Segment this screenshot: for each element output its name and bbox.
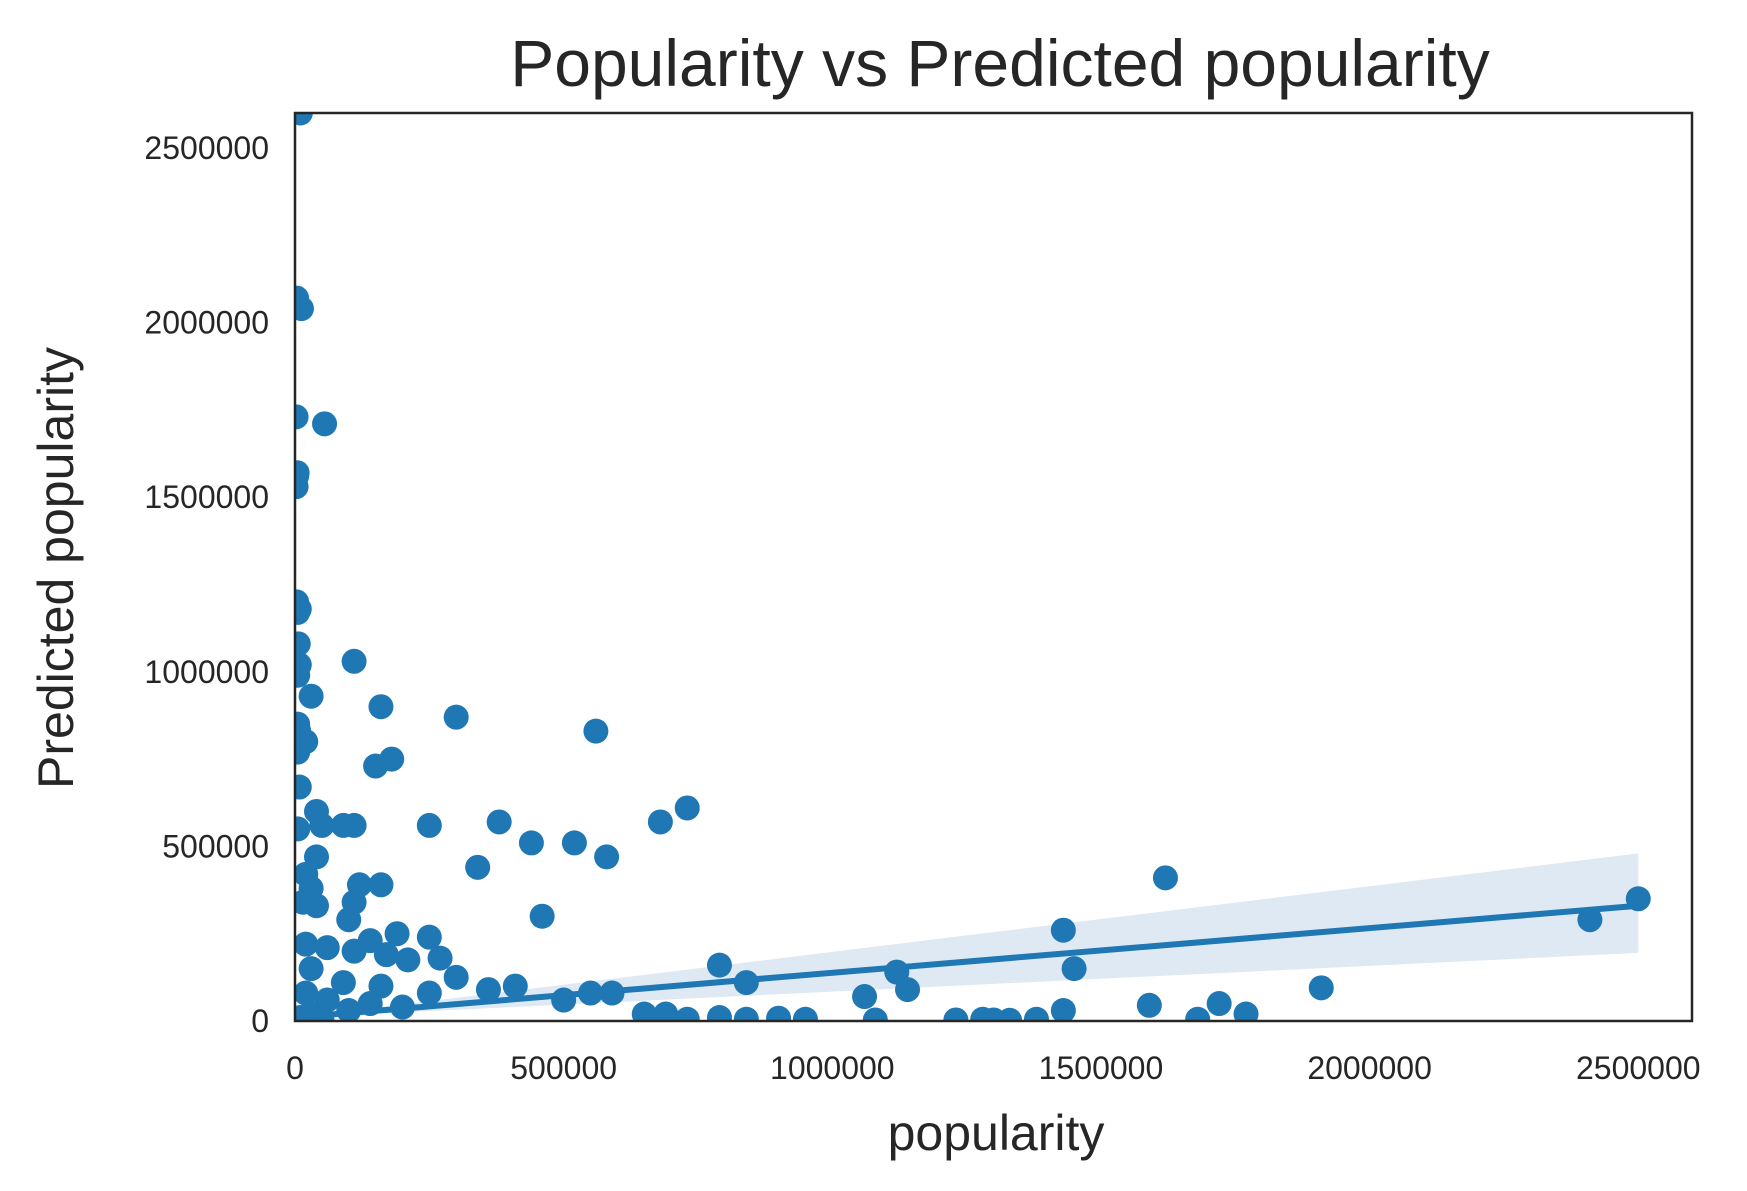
data-point xyxy=(416,812,442,838)
regression-line xyxy=(295,902,1642,1021)
data-point xyxy=(427,945,453,971)
data-point xyxy=(295,113,313,126)
data-point xyxy=(295,599,311,625)
data-point xyxy=(1023,1006,1049,1021)
data-point xyxy=(341,812,367,838)
data-point xyxy=(295,931,319,957)
chart-title: Popularity vs Predicted popularity xyxy=(510,26,1490,100)
data-point xyxy=(792,1006,818,1021)
data-point xyxy=(475,977,501,1003)
plot-area xyxy=(293,111,1694,1023)
data-point xyxy=(551,987,577,1013)
data-point xyxy=(733,1006,759,1021)
data-point xyxy=(298,956,324,982)
y-tick-label: 1500000 xyxy=(144,479,269,515)
data-point xyxy=(465,854,491,880)
data-point xyxy=(529,903,555,929)
data-point xyxy=(384,921,410,947)
confidence-band xyxy=(295,853,1639,1018)
data-point xyxy=(309,812,335,838)
x-tick-label: 500000 xyxy=(510,1050,617,1086)
data-point xyxy=(1152,865,1178,891)
plot-inner xyxy=(295,113,1651,1021)
x-tick-label: 1500000 xyxy=(1039,1050,1164,1086)
data-point xyxy=(295,980,319,1006)
data-point xyxy=(298,683,324,709)
data-point xyxy=(395,947,421,973)
data-point xyxy=(312,411,338,437)
data-point xyxy=(295,631,311,657)
data-point xyxy=(997,1007,1023,1021)
data-point xyxy=(309,1006,335,1021)
x-tick-label: 2500000 xyxy=(1576,1050,1701,1086)
x-axis-ticks: 0 500000 1000000 1500000 2000000 2500000 xyxy=(286,1050,1700,1086)
data-point xyxy=(341,938,367,964)
data-point xyxy=(653,1001,679,1021)
y-axis-label: Predicted popularity xyxy=(28,347,84,789)
data-point xyxy=(674,1006,700,1021)
data-point xyxy=(443,964,469,990)
data-point xyxy=(416,924,442,950)
data-point xyxy=(1233,1001,1259,1021)
data-point xyxy=(368,694,394,720)
data-point xyxy=(486,809,512,835)
data-point xyxy=(341,648,367,674)
data-point xyxy=(1050,998,1076,1021)
data-point xyxy=(1136,992,1162,1018)
data-point xyxy=(594,844,620,870)
data-point xyxy=(295,739,311,765)
data-point xyxy=(363,753,389,779)
data-point xyxy=(373,942,399,968)
data-point xyxy=(561,830,587,856)
y-tick-label: 2500000 xyxy=(144,130,269,166)
data-point xyxy=(852,984,878,1010)
data-point xyxy=(895,977,921,1003)
data-point xyxy=(631,1001,657,1021)
data-point xyxy=(1185,1006,1211,1021)
data-point xyxy=(1308,975,1334,1001)
data-point xyxy=(502,973,528,999)
data-point xyxy=(314,935,340,961)
data-point xyxy=(416,980,442,1006)
data-point xyxy=(583,718,609,744)
data-point xyxy=(295,404,309,430)
data-point xyxy=(443,704,469,730)
data-point xyxy=(706,1005,732,1021)
data-point xyxy=(1050,917,1076,943)
x-tick-label: 2000000 xyxy=(1307,1050,1432,1086)
data-point xyxy=(943,1007,969,1021)
y-axis-ticks: 0 500000 1000000 1500000 2000000 2500000 xyxy=(144,130,269,1039)
data-point xyxy=(766,1005,792,1021)
x-tick-label: 0 xyxy=(286,1050,304,1086)
x-tick-label: 1000000 xyxy=(770,1050,895,1086)
data-point xyxy=(295,774,312,800)
data-point xyxy=(862,1007,888,1021)
y-tick-label: 1000000 xyxy=(144,654,269,690)
data-point xyxy=(330,970,356,996)
data-point xyxy=(1061,956,1087,982)
data-point xyxy=(706,952,732,978)
data-point xyxy=(647,809,673,835)
data-point xyxy=(314,987,340,1013)
data-point xyxy=(1206,991,1232,1017)
x-axis-label: popularity xyxy=(888,1105,1105,1161)
data-point xyxy=(295,474,309,500)
data-point xyxy=(336,907,362,933)
y-tick-label: 0 xyxy=(251,1003,269,1039)
data-point xyxy=(368,872,394,898)
y-tick-label: 2000000 xyxy=(144,305,269,341)
data-point xyxy=(674,795,700,821)
data-point xyxy=(303,893,329,919)
y-tick-label: 500000 xyxy=(162,828,269,864)
data-point xyxy=(295,662,311,688)
data-point xyxy=(1577,907,1603,933)
data-point xyxy=(295,296,314,322)
data-point xyxy=(518,830,544,856)
plot-frame xyxy=(293,111,1694,1023)
data-point xyxy=(295,816,311,842)
